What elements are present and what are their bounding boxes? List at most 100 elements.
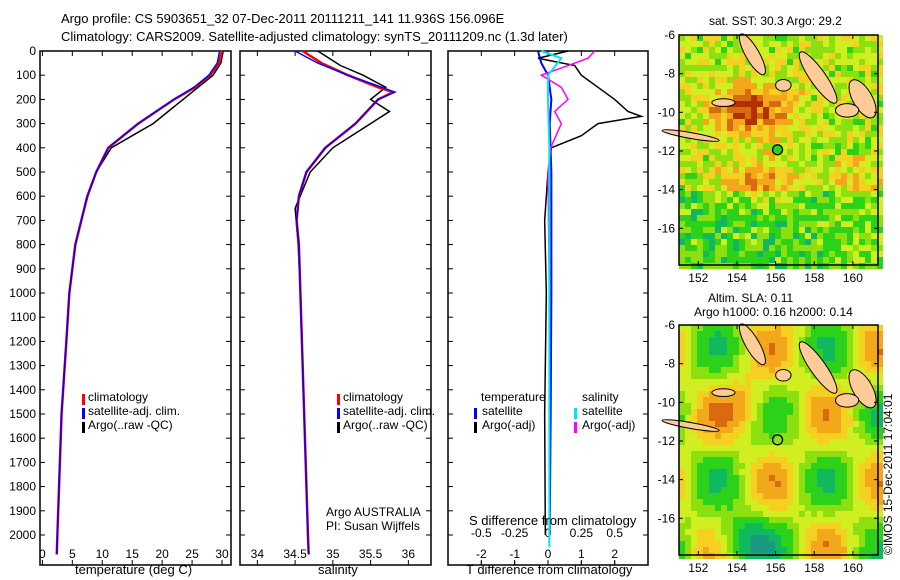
map-cell — [751, 517, 757, 523]
island-shape — [798, 51, 838, 104]
map-cell — [799, 167, 805, 173]
map-cell — [793, 239, 799, 245]
map-cell — [685, 191, 691, 197]
map-cell — [835, 385, 841, 391]
map-cell — [691, 457, 697, 463]
map-cell — [847, 95, 853, 101]
map-cell — [799, 65, 805, 71]
map-cell — [859, 197, 865, 203]
map-cell — [865, 131, 871, 137]
map-cell — [715, 251, 721, 257]
map-cell — [781, 119, 787, 125]
map-cell — [745, 209, 751, 215]
map-cell — [877, 553, 883, 559]
map-cell — [853, 355, 859, 361]
map-cell — [691, 397, 697, 403]
map-cell — [721, 415, 727, 421]
map-cell — [781, 337, 787, 343]
map-cell — [721, 385, 727, 391]
map-cell — [829, 535, 835, 541]
map-cell — [781, 427, 787, 433]
map-cell — [877, 113, 883, 119]
map-cell — [709, 403, 715, 409]
map-cell — [775, 89, 781, 95]
map-cell — [853, 445, 859, 451]
map-cell — [781, 107, 787, 113]
map-cell — [745, 179, 751, 185]
map-cell — [721, 203, 727, 209]
map-cell — [685, 173, 691, 179]
map-cell — [793, 517, 799, 523]
map-cell — [745, 71, 751, 77]
map-cell — [757, 421, 763, 427]
map-cell — [847, 227, 853, 233]
map-cell — [823, 535, 829, 541]
map-cell — [835, 245, 841, 251]
map-cell — [877, 131, 883, 137]
map-cell — [787, 197, 793, 203]
map-cell — [793, 385, 799, 391]
map-cell — [709, 439, 715, 445]
map-cell — [703, 517, 709, 523]
map-cell — [781, 451, 787, 457]
map-cell — [781, 65, 787, 71]
map-cell — [841, 385, 847, 391]
map-cell — [781, 215, 787, 221]
map-cell — [787, 511, 793, 517]
map-cell — [679, 77, 685, 83]
map-cell — [727, 475, 733, 481]
map-cell — [823, 499, 829, 505]
map-cell — [841, 89, 847, 95]
map-cell — [877, 125, 883, 131]
map-cell — [781, 517, 787, 523]
map-cell — [817, 53, 823, 59]
map-cell — [679, 245, 685, 251]
map-cell — [781, 499, 787, 505]
map-cell — [721, 119, 727, 125]
map-cell — [721, 59, 727, 65]
map-cell — [769, 239, 775, 245]
map-cell — [709, 343, 715, 349]
map-cell — [871, 233, 877, 239]
map-cell — [763, 397, 769, 403]
map-cell — [733, 349, 739, 355]
map-cell — [853, 535, 859, 541]
map-cell — [847, 251, 853, 257]
map-cell — [817, 487, 823, 493]
map-cell — [727, 487, 733, 493]
map-cell — [871, 463, 877, 469]
map-cell — [823, 433, 829, 439]
map-cell — [841, 517, 847, 523]
map-cell — [763, 487, 769, 493]
map-cell — [763, 523, 769, 529]
map-cell — [877, 517, 883, 523]
map-cell — [829, 457, 835, 463]
map-cell — [715, 65, 721, 71]
map-cell — [691, 47, 697, 53]
y-tick-label: 2000 — [9, 528, 36, 542]
map-cell — [703, 143, 709, 149]
map-cell — [709, 221, 715, 227]
map-cell — [859, 215, 865, 221]
map-cell — [715, 451, 721, 457]
map-cell — [817, 125, 823, 131]
map-cell — [775, 469, 781, 475]
map-cell — [763, 113, 769, 119]
map-cell — [799, 209, 805, 215]
map-cell — [817, 415, 823, 421]
map-cell — [865, 475, 871, 481]
map-cell — [859, 403, 865, 409]
map-cell — [793, 173, 799, 179]
map-cell — [727, 149, 733, 155]
map-y-tick-label: -14 — [658, 473, 676, 487]
map-cell — [679, 185, 685, 191]
map-cell — [739, 415, 745, 421]
map-cell — [679, 233, 685, 239]
map-cell — [685, 409, 691, 415]
map-cell — [811, 41, 817, 47]
map-cell — [793, 209, 799, 215]
map-cell — [835, 439, 841, 445]
map-cell — [871, 95, 877, 101]
map-cell — [691, 197, 697, 203]
map-cell — [799, 179, 805, 185]
